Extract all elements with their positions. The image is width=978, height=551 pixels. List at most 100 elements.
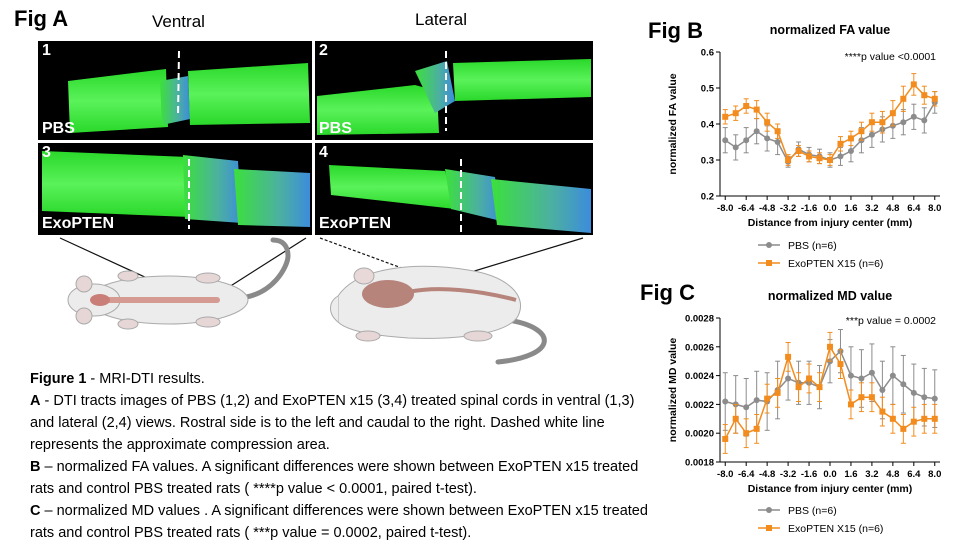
data-point <box>827 157 833 163</box>
rat-illustrations <box>59 237 584 365</box>
y-tick-label: 0.2 <box>701 192 714 203</box>
data-point <box>900 425 907 432</box>
tract-image-4 <box>329 159 591 233</box>
figure-caption: Figure 1 - MRI-DTI results. A - DTI trac… <box>30 368 650 544</box>
x-tick-label: -6.4 <box>738 469 755 480</box>
dti-panel-3: 3 ExoPTEN <box>38 143 312 235</box>
data-point <box>837 361 844 368</box>
lateral-label: Lateral <box>415 10 467 29</box>
data-point <box>785 157 792 163</box>
y-axis-label: normalized MD value <box>667 338 679 443</box>
data-point <box>910 113 917 120</box>
chart-title: normalized MD value <box>768 289 892 303</box>
data-point <box>806 375 813 382</box>
caption-b-key: B <box>30 459 41 475</box>
data-point <box>900 119 907 126</box>
dti-panel-2: 2 PBS <box>315 41 593 140</box>
data-point <box>921 415 928 422</box>
significance-annotation: ***p value = 0.0002 <box>846 315 936 327</box>
data-point <box>743 137 750 144</box>
data-point <box>858 375 865 382</box>
x-tick-label: -4.8 <box>759 203 775 214</box>
data-point <box>910 418 917 425</box>
lateral-rat-icon <box>330 265 547 365</box>
data-point <box>774 139 781 145</box>
x-tick-label: -8.0 <box>717 203 733 214</box>
data-point <box>753 397 760 404</box>
fig-b-label: Fig B <box>648 18 703 43</box>
data-point <box>879 408 886 415</box>
legend-entry: PBS (n=6) <box>788 240 837 252</box>
data-point <box>722 113 729 120</box>
x-axis-label: Distance from injury center (mm) <box>748 217 913 229</box>
data-point <box>732 144 739 151</box>
data-point <box>837 140 844 147</box>
data-point <box>858 128 865 135</box>
data-point <box>868 131 875 138</box>
y-tick-label: 0.3 <box>701 156 714 167</box>
data-point <box>743 430 750 437</box>
x-tick-label: 3.2 <box>865 469 878 480</box>
data-point <box>931 415 938 422</box>
legend-entry: ExoPTEN X15 (n=6) <box>788 523 883 535</box>
data-point <box>900 95 907 102</box>
data-point <box>858 394 865 401</box>
x-tick-label: 4.8 <box>886 203 899 214</box>
data-point <box>785 353 792 360</box>
y-axis-label: normalized FA value <box>667 73 679 174</box>
panel-group-label: ExoPTEN <box>42 215 115 232</box>
data-point <box>921 117 928 124</box>
caption-b-text: – normalized FA values. A significant di… <box>30 459 639 497</box>
data-point <box>847 401 854 408</box>
data-point <box>774 128 781 135</box>
data-point <box>847 135 854 142</box>
x-tick-label: 1.6 <box>844 469 857 480</box>
x-tick-label: 3.2 <box>865 203 878 214</box>
ventral-label: Ventral <box>152 12 205 31</box>
md-chart: normalized MD value ***p value = 0.0002 0.… <box>667 289 941 535</box>
tract-image-2 <box>317 51 591 135</box>
panel-group-label: PBS <box>42 120 75 137</box>
caption-c-text: – normalized MD values . A significant d… <box>30 503 648 541</box>
data-point <box>847 148 854 154</box>
legend-entry: ExoPTEN X15 (n=6) <box>788 258 883 270</box>
panel-number: 4 <box>319 144 328 161</box>
data-point <box>900 381 907 388</box>
data-point <box>774 389 781 396</box>
data-point <box>910 389 917 396</box>
data-point <box>868 119 875 126</box>
x-tick-label: -4.8 <box>759 469 775 480</box>
data-point <box>889 372 896 379</box>
data-point <box>753 128 760 135</box>
data-point <box>753 425 760 432</box>
panel-number: 3 <box>42 144 51 161</box>
data-point <box>827 343 833 350</box>
data-point <box>806 153 813 160</box>
data-point <box>732 415 739 422</box>
x-tick-label: -8.0 <box>717 469 733 480</box>
caption-a-text: - DTI tracts images of PBS (1,2) and Exo… <box>30 393 635 453</box>
x-tick-label: 6.4 <box>907 203 921 214</box>
fa-chart: normalized FA value ****p value <0.0001 0.… <box>667 23 941 270</box>
dti-panel-1: 1 PBS <box>38 41 312 140</box>
panel-group-label: ExoPTEN <box>319 215 392 232</box>
panel-group-label: PBS <box>319 120 352 137</box>
y-tick-label: 0.5 <box>701 84 715 95</box>
data-point <box>764 119 771 126</box>
x-tick-label: 6.4 <box>907 469 921 480</box>
tract-image-1 <box>68 50 310 133</box>
fig-a-label: Fig A <box>14 6 69 31</box>
data-point <box>722 435 729 442</box>
y-tick-label: 0.0026 <box>685 342 714 353</box>
data-point <box>868 369 875 376</box>
data-point <box>785 375 792 382</box>
data-point <box>764 135 771 142</box>
x-tick-label: 8.0 <box>928 203 941 214</box>
caption-title-bold: Figure 1 <box>30 371 87 387</box>
data-point <box>732 110 739 117</box>
x-tick-label: -1.6 <box>801 203 817 214</box>
x-tick-label: 1.6 <box>844 203 857 214</box>
legend-entry: PBS (n=6) <box>788 505 837 517</box>
data-point <box>743 404 750 411</box>
x-tick-label: -3.2 <box>780 469 796 480</box>
